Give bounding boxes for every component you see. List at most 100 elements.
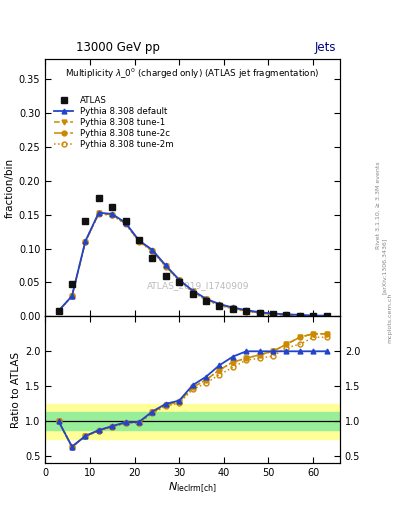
Pythia 8.308 tune-2m xyxy=(110,212,114,219)
ATLAS xyxy=(230,306,235,312)
Pythia 8.308 default xyxy=(230,305,235,311)
Pythia 8.308 default xyxy=(137,238,141,244)
ATLAS xyxy=(244,308,248,314)
Pythia 8.308 tune-2m xyxy=(284,312,289,318)
Pythia 8.308 tune-2m xyxy=(298,312,302,318)
ATLAS xyxy=(123,219,128,225)
Pythia 8.308 tune-2m xyxy=(56,308,61,314)
Legend: ATLAS, Pythia 8.308 default, Pythia 8.308 tune-1, Pythia 8.308 tune-2c, Pythia 8: ATLAS, Pythia 8.308 default, Pythia 8.30… xyxy=(52,94,175,151)
Pythia 8.308 default xyxy=(190,287,195,293)
Pythia 8.308 tune-1 xyxy=(324,313,329,319)
ATLAS xyxy=(163,272,168,279)
Pythia 8.308 tune-2c xyxy=(150,247,155,253)
ATLAS xyxy=(324,313,329,319)
Pythia 8.308 tune-1 xyxy=(150,247,155,253)
ATLAS xyxy=(83,219,88,225)
Pythia 8.308 tune-2c xyxy=(204,296,208,303)
Y-axis label: Ratio to ATLAS: Ratio to ATLAS xyxy=(11,352,21,428)
Text: mcplots.cern.ch: mcplots.cern.ch xyxy=(388,292,393,343)
Pythia 8.308 tune-2m xyxy=(311,312,316,318)
Line: Pythia 8.308 tune-1: Pythia 8.308 tune-1 xyxy=(56,211,329,318)
Pythia 8.308 tune-1 xyxy=(230,305,235,311)
Pythia 8.308 tune-1 xyxy=(83,239,88,245)
ATLAS xyxy=(271,311,275,317)
Line: Pythia 8.308 tune-2c: Pythia 8.308 tune-2c xyxy=(56,211,329,318)
Pythia 8.308 tune-1 xyxy=(137,238,141,244)
Pythia 8.308 tune-2c xyxy=(96,210,101,217)
Pythia 8.308 tune-2c xyxy=(324,313,329,319)
Pythia 8.308 tune-1 xyxy=(257,310,262,316)
ATLAS xyxy=(137,237,141,243)
Pythia 8.308 tune-2m xyxy=(96,211,101,217)
Pythia 8.308 default xyxy=(257,309,262,315)
Pythia 8.308 tune-2c xyxy=(137,238,141,244)
ATLAS xyxy=(96,195,101,201)
Text: Rivet 3.1.10, ≥ 3.3M events: Rivet 3.1.10, ≥ 3.3M events xyxy=(376,161,380,249)
Pythia 8.308 tune-1 xyxy=(204,296,208,303)
Text: ATLAS_2019_I1740909: ATLAS_2019_I1740909 xyxy=(147,282,250,290)
Pythia 8.308 tune-2m xyxy=(150,248,155,254)
Pythia 8.308 default xyxy=(96,209,101,216)
Pythia 8.308 tune-1 xyxy=(298,312,302,318)
Pythia 8.308 tune-1 xyxy=(110,211,114,218)
Pythia 8.308 tune-1 xyxy=(284,312,289,318)
Pythia 8.308 tune-2m xyxy=(163,264,168,270)
ATLAS xyxy=(70,282,74,288)
Pythia 8.308 tune-2c xyxy=(190,288,195,294)
Pythia 8.308 default xyxy=(204,295,208,302)
ATLAS xyxy=(257,310,262,316)
Pythia 8.308 tune-2m xyxy=(230,306,235,312)
Pythia 8.308 tune-2m xyxy=(257,310,262,316)
Pythia 8.308 tune-2c xyxy=(110,211,114,218)
Line: Pythia 8.308 default: Pythia 8.308 default xyxy=(56,210,329,318)
Pythia 8.308 default xyxy=(217,301,222,307)
Pythia 8.308 tune-1 xyxy=(217,302,222,308)
Text: 13000 GeV pp: 13000 GeV pp xyxy=(76,41,160,54)
Pythia 8.308 tune-2c xyxy=(163,263,168,269)
Pythia 8.308 tune-1 xyxy=(177,278,182,284)
Pythia 8.308 tune-2c xyxy=(311,312,316,318)
Pythia 8.308 default xyxy=(271,310,275,316)
Pythia 8.308 tune-1 xyxy=(123,220,128,226)
Pythia 8.308 tune-2c xyxy=(244,308,248,314)
Pythia 8.308 tune-2m xyxy=(217,303,222,309)
Pythia 8.308 tune-1 xyxy=(70,293,74,299)
ATLAS xyxy=(311,312,316,318)
Pythia 8.308 tune-2m xyxy=(83,239,88,245)
Pythia 8.308 default xyxy=(110,211,114,217)
Pythia 8.308 tune-2c xyxy=(217,302,222,308)
ATLAS xyxy=(110,203,114,209)
Pythia 8.308 tune-1 xyxy=(163,263,168,269)
Pythia 8.308 tune-2c xyxy=(83,239,88,245)
X-axis label: $N_{\rm leclrm{[ch]}}$: $N_{\rm leclrm{[ch]}}$ xyxy=(168,481,217,495)
ATLAS xyxy=(150,255,155,261)
ATLAS xyxy=(217,303,222,309)
Pythia 8.308 default xyxy=(324,312,329,318)
ATLAS xyxy=(177,280,182,286)
Pythia 8.308 default xyxy=(150,247,155,253)
Pythia 8.308 tune-2m xyxy=(204,297,208,303)
Pythia 8.308 tune-2c xyxy=(70,293,74,299)
Pythia 8.308 tune-2m xyxy=(137,239,141,245)
ATLAS xyxy=(204,298,208,305)
Pythia 8.308 default xyxy=(284,311,289,317)
Pythia 8.308 default xyxy=(56,308,61,314)
Pythia 8.308 tune-2m xyxy=(271,311,275,317)
Pythia 8.308 tune-2c xyxy=(271,311,275,317)
Pythia 8.308 default xyxy=(163,263,168,269)
ATLAS xyxy=(284,312,289,318)
Pythia 8.308 default xyxy=(177,276,182,283)
Pythia 8.308 tune-2c xyxy=(123,220,128,226)
Line: Pythia 8.308 tune-2m: Pythia 8.308 tune-2m xyxy=(56,211,329,318)
Pythia 8.308 tune-2c xyxy=(284,312,289,318)
Pythia 8.308 tune-2m xyxy=(177,278,182,284)
ATLAS xyxy=(298,312,302,318)
ATLAS xyxy=(56,308,61,314)
Line: ATLAS: ATLAS xyxy=(55,195,330,319)
Pythia 8.308 tune-2c xyxy=(230,305,235,311)
Pythia 8.308 tune-1 xyxy=(311,312,316,318)
Pythia 8.308 tune-1 xyxy=(190,288,195,294)
Text: [arXiv:1306.3436]: [arXiv:1306.3436] xyxy=(382,238,387,294)
Pythia 8.308 default xyxy=(311,312,316,318)
Pythia 8.308 tune-1 xyxy=(56,308,61,314)
